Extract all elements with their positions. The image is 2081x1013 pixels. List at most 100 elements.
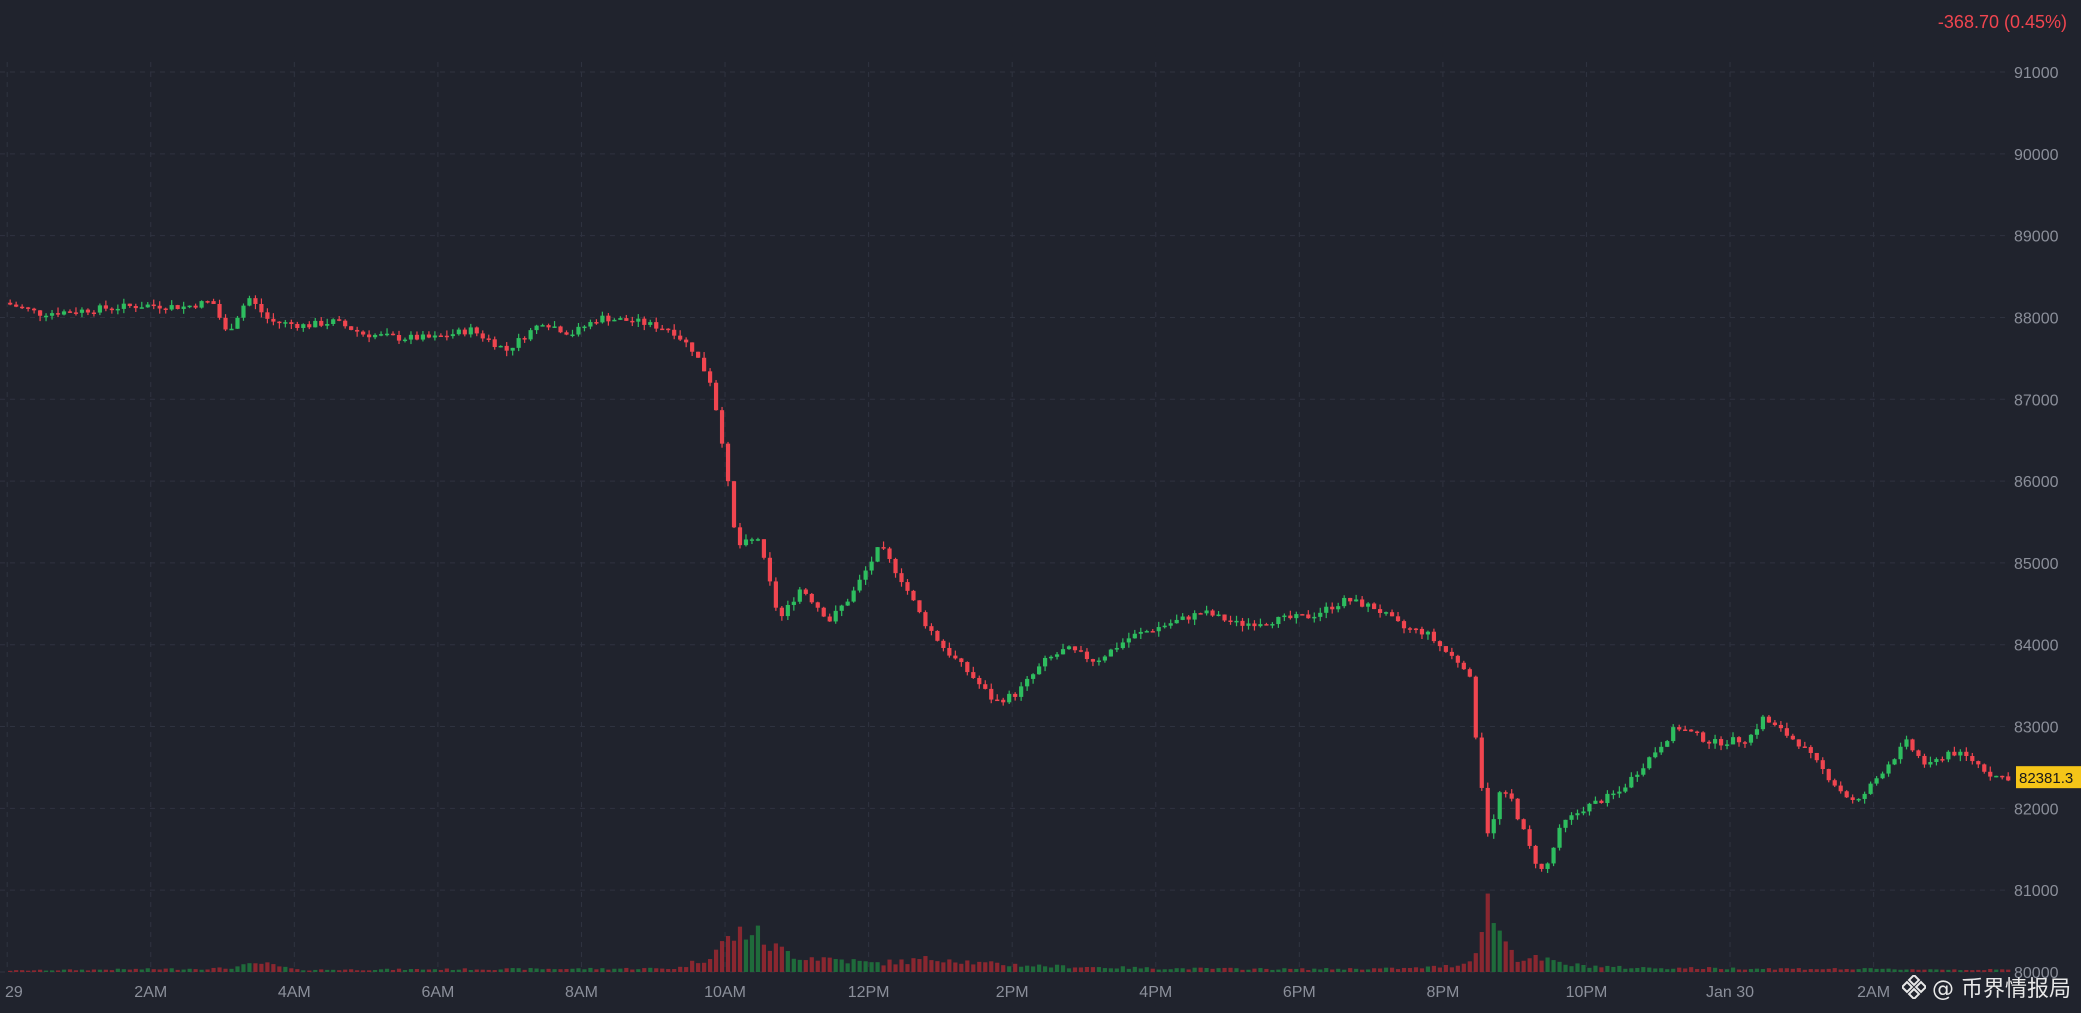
- volume-bar: [833, 959, 838, 972]
- candle-body: [109, 308, 114, 311]
- volume-bar: [151, 969, 156, 972]
- candle-body: [1156, 627, 1161, 632]
- volume-bar: [1377, 968, 1383, 972]
- candle-body: [97, 305, 102, 313]
- volume-bar: [1898, 969, 1903, 972]
- volume-bar: [1449, 967, 1454, 972]
- candle-body: [821, 607, 826, 617]
- volume-bar: [1808, 969, 1813, 972]
- candle-body: [1868, 783, 1873, 794]
- y-tick-label: 90000: [2014, 147, 2059, 164]
- candle-body: [396, 334, 402, 341]
- volume-bar: [1551, 960, 1556, 972]
- candle-body: [1587, 803, 1592, 812]
- volume-bar: [713, 949, 719, 972]
- volume-bar: [235, 966, 240, 972]
- volume-bar: [8, 970, 13, 972]
- candle-body: [408, 334, 414, 340]
- candle-body: [1617, 791, 1622, 794]
- candle-body: [402, 339, 408, 342]
- volume-bar: [1150, 968, 1155, 972]
- volume-bar: [672, 969, 677, 972]
- volume-bar: [1892, 969, 1897, 972]
- candle-body: [833, 610, 838, 622]
- candle-body: [624, 318, 629, 321]
- volume-bar: [85, 970, 91, 972]
- volume-bar: [1701, 969, 1706, 972]
- candle-body: [2006, 776, 2011, 781]
- volume-bar: [1306, 970, 1311, 972]
- candle-body: [1527, 829, 1532, 846]
- volume-bar: [612, 968, 617, 972]
- candle-body: [319, 320, 324, 326]
- volume-bar: [809, 957, 814, 972]
- volume-bar: [923, 956, 928, 972]
- volume-bar: [1174, 968, 1179, 972]
- volume-bar: [486, 969, 491, 972]
- candle-body: [528, 330, 533, 340]
- candle-body: [809, 593, 814, 603]
- candle-body: [474, 327, 479, 334]
- volume-bar: [1934, 969, 1939, 972]
- volume-bars: [8, 893, 2011, 972]
- volume-bar: [995, 962, 1000, 972]
- volume-bar: [1372, 968, 1377, 972]
- volume-bar: [1730, 967, 1736, 972]
- candle-body: [1838, 785, 1843, 792]
- volume-bar: [1629, 968, 1634, 972]
- volume-bar: [408, 969, 414, 972]
- volume-bar: [217, 967, 222, 972]
- candle-body: [438, 335, 443, 338]
- volume-bar: [1611, 966, 1616, 972]
- candle-body: [654, 322, 659, 329]
- candle-body: [546, 325, 551, 328]
- candle-body: [1503, 792, 1508, 794]
- candle-body: [1635, 774, 1640, 777]
- current-price-value: 82381.3: [2019, 770, 2073, 787]
- volume-bar: [881, 965, 886, 972]
- volume-bar: [372, 969, 378, 972]
- candle-body: [295, 323, 300, 328]
- candle-body: [355, 329, 360, 332]
- volume-bar: [32, 970, 37, 972]
- volume-bar: [1485, 893, 1490, 972]
- candle-body: [1736, 737, 1742, 743]
- candle-body: [1407, 628, 1413, 630]
- candle-body: [1192, 613, 1197, 620]
- volume-bar: [241, 964, 246, 972]
- volume-bar: [181, 969, 186, 972]
- watermark: @ 币界情报局: [1902, 971, 2071, 1003]
- candle-body: [1084, 651, 1090, 660]
- volume-bar: [1324, 968, 1329, 972]
- candle-body: [1246, 623, 1251, 626]
- volume-bar: [1156, 969, 1161, 972]
- volume-bar: [761, 944, 767, 972]
- volume-bar: [666, 969, 671, 972]
- candle-body: [390, 333, 396, 336]
- candle-body: [1330, 606, 1335, 610]
- candle-body: [977, 677, 982, 685]
- volume-bar: [1796, 968, 1801, 972]
- candle-body: [450, 334, 455, 337]
- candle-body: [588, 322, 593, 327]
- x-tick-label: 4PM: [1139, 984, 1172, 1001]
- candle-body: [947, 647, 952, 656]
- candle-body: [426, 334, 432, 338]
- x-tick-label: 2AM: [1857, 984, 1890, 1001]
- candle-body: [845, 601, 850, 606]
- candle-body: [289, 322, 294, 324]
- volume-bar: [773, 943, 778, 972]
- volume-bar: [1724, 969, 1730, 972]
- candle-body: [1180, 616, 1185, 620]
- x-tick-label: Jan 30: [1706, 984, 1754, 1001]
- candle-body: [1994, 775, 1999, 778]
- candle-body: [1982, 764, 1987, 772]
- candle-body: [672, 329, 677, 336]
- candle-body: [678, 335, 683, 340]
- volume-bar: [528, 968, 533, 972]
- volume-bar: [265, 962, 270, 972]
- candle-body: [37, 310, 43, 316]
- candle-body: [1742, 742, 1748, 744]
- candle-body: [1054, 654, 1060, 657]
